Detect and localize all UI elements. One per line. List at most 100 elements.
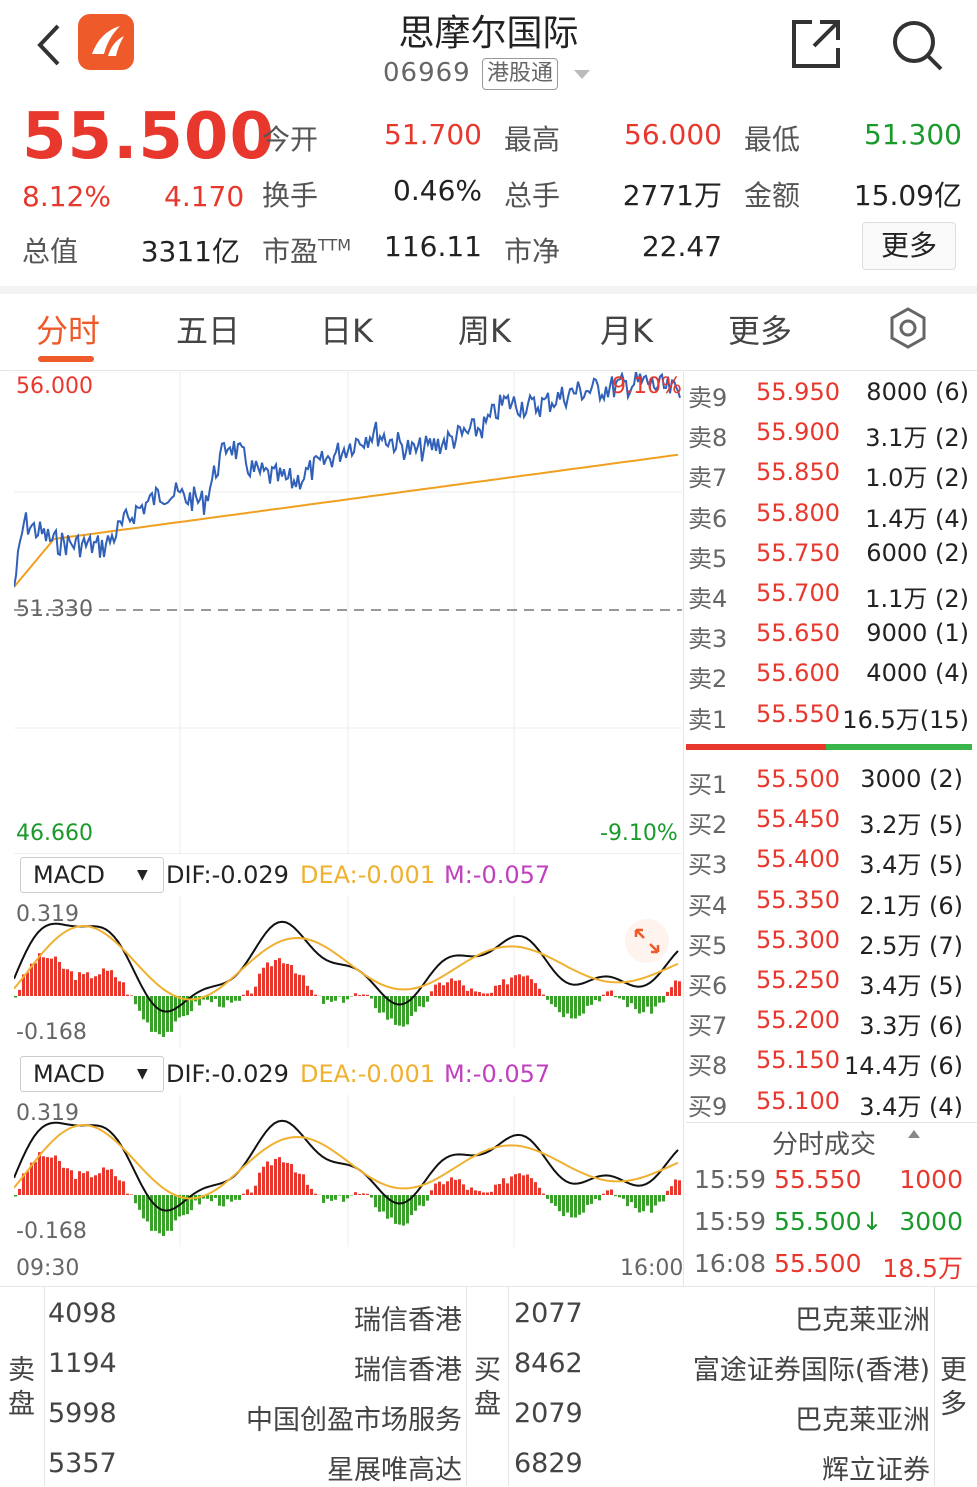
macd-bar (354, 1192, 357, 1195)
macd-bar (46, 958, 49, 996)
macd-bar (518, 974, 521, 996)
ask-price[interactable]: 55.650 (756, 619, 840, 647)
indicator-select[interactable]: MACD▼ (20, 1056, 164, 1092)
macd-bar (378, 1195, 381, 1212)
ask-price[interactable]: 55.600 (756, 659, 840, 687)
macd-bar (238, 996, 241, 1001)
bid-level-label: 买1 (688, 765, 727, 800)
ask-level-label: 卖3 (688, 619, 727, 654)
macd-chart[interactable] (14, 1095, 682, 1247)
macd-bar (614, 996, 617, 997)
sell-broker-id[interactable]: 5998 (48, 1398, 117, 1429)
macd-bar (42, 1156, 45, 1195)
ask-level-label: 卖5 (688, 539, 727, 574)
bid-level-label: 买7 (688, 1006, 727, 1041)
macd-bar (126, 995, 129, 996)
bid-price[interactable]: 55.300 (756, 926, 840, 954)
macd-bar (606, 991, 609, 996)
macd-bar (218, 996, 221, 1007)
macd-bar (522, 1175, 525, 1195)
macd-bar (662, 996, 665, 1002)
stat-label: 最高 (504, 118, 560, 158)
bid-price[interactable]: 55.200 (756, 1006, 840, 1034)
bid-price[interactable]: 55.100 (756, 1087, 840, 1115)
macd-bar (630, 996, 633, 1003)
connect-badge[interactable]: 港股通 (482, 58, 558, 90)
ask-level-label: 卖6 (688, 499, 727, 534)
bid-price[interactable]: 55.350 (756, 886, 840, 914)
ask-volume: 16.5万(15) (842, 700, 969, 735)
intraday-chart[interactable] (14, 372, 682, 854)
tab-4[interactable]: 月K (600, 306, 653, 352)
sell-broker-name[interactable]: 瑞信香港 (200, 1348, 462, 1387)
buy-broker-id[interactable]: 8462 (514, 1348, 583, 1379)
macd-bar (626, 996, 629, 1007)
buy-broker-id[interactable]: 6829 (514, 1448, 583, 1479)
tab-0[interactable]: 分时 (36, 306, 100, 352)
macd-bar (382, 996, 385, 1012)
buy-broker-id[interactable]: 2079 (514, 1398, 583, 1429)
more-brokers-button[interactable]: 更多 (940, 1354, 967, 1422)
sell-broker-name[interactable]: 星展唯高达 (200, 1448, 462, 1487)
macd-bar (466, 991, 469, 996)
stock-code: 06969 (383, 58, 471, 88)
gear-icon[interactable] (886, 306, 930, 350)
tab-2[interactable]: 日K (320, 306, 373, 352)
stat-value: 2771万 (600, 174, 722, 214)
more-stats-button[interactable]: 更多 (862, 222, 956, 270)
indicator-select[interactable]: MACD▼ (20, 857, 164, 893)
chart-high-pct-label: 9.10% (612, 374, 682, 399)
trades-title[interactable]: 分时成交 (772, 1124, 876, 1161)
bid-price[interactable]: 55.450 (756, 805, 840, 833)
macd-bar (298, 1174, 301, 1195)
macd-bar (162, 1195, 165, 1236)
macd-bar (14, 1195, 17, 1197)
ask-price[interactable]: 55.950 (756, 378, 840, 406)
ask-price[interactable]: 55.900 (756, 418, 840, 446)
sell-broker-name[interactable]: 中国创盈市场服务 (200, 1398, 462, 1437)
divider (686, 1122, 977, 1123)
sell-broker-name[interactable]: 瑞信香港 (200, 1298, 462, 1337)
ask-price[interactable]: 55.800 (756, 499, 840, 527)
ask-price[interactable]: 55.550 (756, 700, 840, 728)
macd-bar (222, 996, 225, 1007)
sell-broker-id[interactable]: 4098 (48, 1298, 117, 1329)
buy-broker-name[interactable]: 巴克莱亚洲 (640, 1298, 930, 1337)
macd-bar (86, 972, 89, 996)
tab-3[interactable]: 周K (458, 306, 511, 352)
tab-5[interactable]: 更多 (728, 306, 792, 352)
macd-bar (526, 975, 529, 996)
macd-bar (674, 1179, 677, 1195)
macd-bar (310, 990, 313, 996)
buy-broker-id[interactable]: 2077 (514, 1298, 583, 1329)
chevron-up-icon[interactable] (908, 1130, 920, 1138)
bid-price[interactable]: 55.250 (756, 966, 840, 994)
macd-bar (34, 963, 37, 996)
macd-bar (142, 996, 145, 1019)
macd-bar (214, 1195, 217, 1198)
ask-price[interactable]: 55.750 (756, 539, 840, 567)
macd-bar (510, 977, 513, 996)
macd-bar (394, 996, 397, 1025)
sell-broker-id[interactable]: 5357 (48, 1448, 117, 1479)
tab-1[interactable]: 五日 (176, 306, 240, 352)
macd-bar (90, 1177, 93, 1195)
bid-price[interactable]: 55.500 (756, 765, 840, 793)
trade-volume: 18.5万 (882, 1249, 963, 1285)
buy-broker-name[interactable]: 辉立证券 (640, 1448, 930, 1487)
bid-price[interactable]: 55.150 (756, 1046, 840, 1074)
chevron-down-icon[interactable] (574, 70, 590, 79)
bid-price[interactable]: 55.400 (756, 845, 840, 873)
macd-chart[interactable] (14, 896, 682, 1048)
buy-broker-name[interactable]: 富途证券国际(香港) (640, 1348, 930, 1387)
search-icon[interactable] (890, 18, 944, 72)
sell-broker-id[interactable]: 1194 (48, 1348, 117, 1379)
ask-price[interactable]: 55.850 (756, 458, 840, 486)
share-icon[interactable] (790, 18, 842, 70)
buy-broker-name[interactable]: 巴克莱亚洲 (640, 1398, 930, 1437)
expand-icon[interactable] (624, 918, 670, 964)
macd-bar (566, 1195, 569, 1213)
ask-price[interactable]: 55.700 (756, 579, 840, 607)
macd-bar (254, 1186, 257, 1195)
macd-bar (638, 1195, 641, 1212)
